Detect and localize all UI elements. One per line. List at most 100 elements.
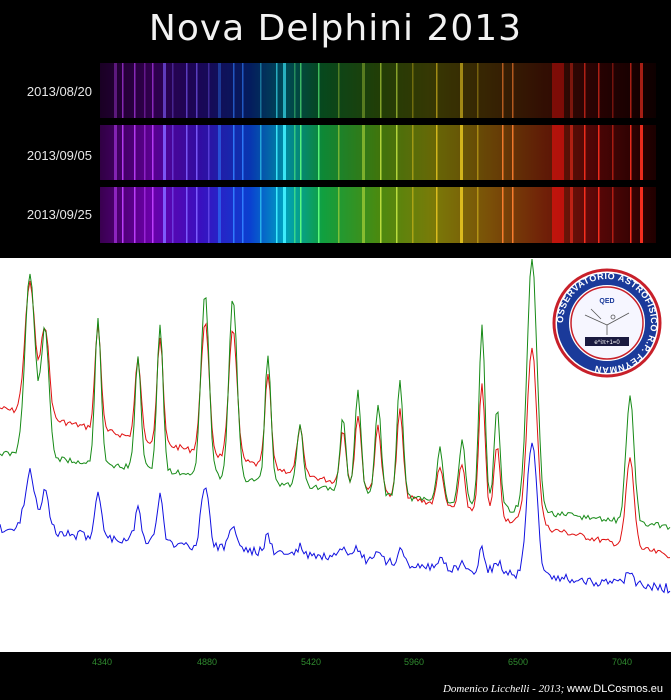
- x-tick-label: 5960: [403, 657, 425, 667]
- spectrum-strip: [100, 125, 656, 180]
- emission-line: [218, 63, 221, 118]
- spectrum-date-label: 2013/09/25: [26, 207, 92, 222]
- emission-line: [512, 187, 514, 243]
- emission-line: [436, 125, 438, 180]
- emission-line: [163, 187, 166, 243]
- emission-line: [134, 187, 136, 243]
- emission-lines: [114, 125, 643, 180]
- emission-line: [598, 63, 600, 118]
- emission-line: [512, 63, 514, 118]
- emission-line: [186, 63, 188, 118]
- emission-line: [294, 63, 296, 118]
- emission-line: [208, 187, 210, 243]
- emission-line: [584, 125, 586, 180]
- emission-line: [196, 63, 198, 118]
- emission-line: [233, 63, 235, 118]
- emission-line: [283, 63, 286, 118]
- seal-inner-text-top: QED: [599, 298, 614, 305]
- emission-line: [436, 187, 438, 243]
- emission-line: [144, 125, 146, 180]
- emission-line: [144, 187, 146, 243]
- emission-line: [338, 63, 340, 118]
- emission-line: [186, 187, 188, 243]
- emission-line: [122, 63, 124, 118]
- emission-line: [338, 125, 340, 180]
- emission-line: [172, 63, 174, 118]
- emission-line: [630, 125, 632, 180]
- emission-line: [584, 63, 586, 118]
- emission-line: [242, 187, 244, 243]
- spectrum-date-label: 2013/09/05: [26, 148, 92, 163]
- spectrum-curve-blue: [0, 442, 671, 594]
- emission-line: [208, 63, 210, 118]
- spectrum-curve-green: [0, 258, 671, 531]
- emission-line: [172, 187, 174, 243]
- emission-line: [114, 125, 117, 180]
- emission-line: [122, 187, 124, 243]
- emission-line: [218, 187, 221, 243]
- emission-line: [477, 125, 479, 180]
- emission-line: [300, 63, 302, 118]
- emission-line: [502, 125, 504, 180]
- emission-line: [412, 63, 414, 118]
- emission-line: [630, 187, 632, 243]
- emission-line: [196, 187, 198, 243]
- emission-line: [300, 187, 302, 243]
- emission-line: [196, 125, 198, 180]
- page-title: Nova Delphini 2013: [148, 8, 523, 49]
- emission-line: [318, 187, 320, 243]
- image-credit: Domenico Licchelli - 2013; www.DLCosmos.…: [443, 683, 663, 695]
- emission-line: [260, 187, 262, 243]
- seal-inner-text-bottom: e^iπ+1=0: [594, 340, 620, 346]
- emission-line: [436, 63, 438, 118]
- emission-line: [612, 63, 614, 118]
- emission-line: [208, 125, 210, 180]
- emission-line: [260, 63, 262, 118]
- emission-line: [396, 187, 398, 243]
- emission-line: [242, 125, 244, 180]
- x-tick-label: 4340: [91, 657, 113, 667]
- emission-line: [570, 63, 573, 118]
- emission-line: [552, 63, 564, 118]
- emission-line: [362, 187, 365, 243]
- emission-line: [477, 63, 479, 118]
- emission-lines: [114, 187, 643, 243]
- emission-line: [318, 63, 320, 118]
- emission-line: [276, 187, 278, 243]
- emission-line: [163, 63, 166, 118]
- emission-line: [260, 125, 262, 180]
- observatory-seal-logo: OSSERVATORIO ASTROFISICO R.P. FEYNMAN QE…: [552, 268, 662, 378]
- spectrum-strip: [100, 187, 656, 243]
- seal-outer-ring: [552, 268, 662, 378]
- emission-line: [640, 63, 643, 118]
- emission-line: [283, 125, 286, 180]
- spectrum-strip: [100, 63, 656, 118]
- emission-line: [338, 187, 340, 243]
- emission-line: [218, 125, 221, 180]
- emission-line: [362, 125, 365, 180]
- emission-line: [412, 125, 414, 180]
- emission-line: [380, 125, 382, 180]
- emission-line: [163, 125, 166, 180]
- emission-line: [612, 125, 614, 180]
- x-tick-label: 7040: [611, 657, 633, 667]
- credit-author: Domenico Licchelli - 2013: [442, 683, 561, 695]
- emission-line: [152, 187, 154, 243]
- spectrum-strips: [100, 63, 656, 243]
- credit-separator: ;: [560, 683, 565, 695]
- spectrum-plot-svg: [0, 258, 671, 594]
- emission-line: [122, 125, 124, 180]
- emission-line: [502, 63, 504, 118]
- emission-line: [584, 187, 586, 243]
- emission-line: [114, 63, 117, 118]
- x-tick-label: 6500: [507, 657, 529, 667]
- spectrum-date-label: 2013/08/20: [26, 84, 92, 99]
- emission-line: [460, 187, 463, 243]
- seal-band: [557, 273, 657, 373]
- emission-line: [477, 187, 479, 243]
- emission-line: [380, 187, 382, 243]
- emission-line: [570, 125, 573, 180]
- strip-dimmer: [100, 63, 656, 118]
- emission-line: [134, 63, 136, 118]
- emission-line: [300, 125, 302, 180]
